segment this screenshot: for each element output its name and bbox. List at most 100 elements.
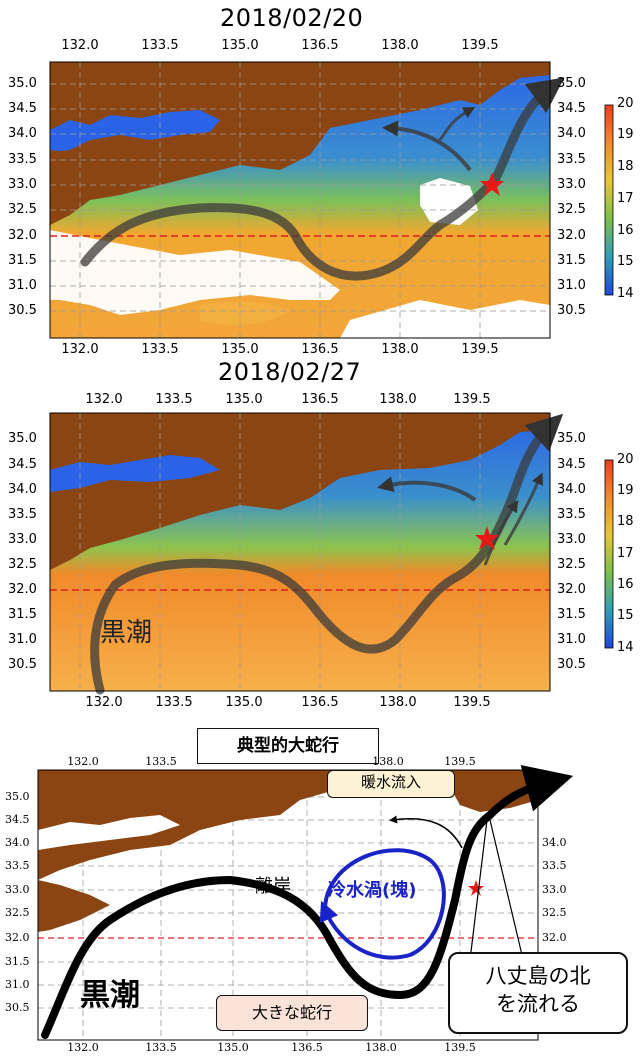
panel2-ytick-left: 34.5 bbox=[8, 457, 37, 472]
panel2-ytick-left: 35.0 bbox=[8, 431, 37, 446]
panel3-ytick-left: 33.0 bbox=[5, 883, 30, 896]
panel2-ytick-left: 34.0 bbox=[8, 482, 37, 497]
panel3-ytick-right: 32.0 bbox=[542, 931, 567, 944]
panel1-xtick-bottom: 132.0 bbox=[61, 342, 99, 357]
colorbar-label: 15 bbox=[617, 608, 634, 623]
panel1-xtick-top: 133.5 bbox=[141, 38, 179, 53]
panel1-xtick-top: 138.0 bbox=[381, 38, 419, 53]
panel1-ytick-right: 33.5 bbox=[557, 152, 586, 167]
panel2-xtick-bottom: 135.0 bbox=[225, 695, 263, 710]
colorbar-label: 17 bbox=[617, 191, 634, 206]
panel3-xtick-bottom: 139.5 bbox=[444, 1041, 476, 1054]
panel3-xtick-bottom: 135.0 bbox=[217, 1041, 249, 1054]
panel2-ytick-right: 33.5 bbox=[557, 507, 586, 522]
panel2-ytick-left: 31.5 bbox=[8, 607, 37, 622]
panel2-ytick-right: 35.0 bbox=[557, 431, 586, 446]
panel1-ytick-left: 33.0 bbox=[8, 177, 37, 192]
big-meander-callout: 大きな蛇行 bbox=[216, 995, 368, 1031]
panel1-ytick-left: 31.0 bbox=[8, 278, 37, 293]
panel2-xtick-top: 135.0 bbox=[225, 392, 263, 407]
panel2-xtick-bottom: 133.5 bbox=[155, 695, 193, 710]
panel3-ytick-left: 34.5 bbox=[5, 813, 30, 826]
panel1-ytick-right: 31.0 bbox=[557, 278, 586, 293]
panel3-ytick-right: 33.0 bbox=[542, 883, 567, 896]
panel3-ytick-left: 32.0 bbox=[5, 931, 30, 944]
panel2-ytick-left: 30.5 bbox=[8, 657, 37, 672]
colorbar-label: 17 bbox=[617, 546, 634, 561]
panel1-ytick-right: 31.5 bbox=[557, 253, 586, 268]
panel2-xtick-bottom: 139.5 bbox=[453, 695, 491, 710]
panel3-ytick-right: 33.5 bbox=[542, 859, 567, 872]
colorbar-label: 19 bbox=[617, 483, 634, 498]
panel3-ytick-left: 32.5 bbox=[5, 906, 30, 919]
panel3-xtick-bottom: 138.0 bbox=[365, 1041, 397, 1054]
panel1-ytick-left: 32.5 bbox=[8, 202, 37, 217]
panel1-xtick-bottom: 135.0 bbox=[221, 342, 259, 357]
panel3-kuroshio-label: 黒潮 bbox=[80, 978, 140, 1013]
colorbar-label: 19 bbox=[617, 127, 634, 142]
panel2-date-title: 2018/02/27 bbox=[218, 358, 362, 386]
panel2-ytick-left: 31.0 bbox=[8, 632, 37, 647]
panel1-xtick-top: 136.5 bbox=[301, 38, 339, 53]
panel2-ytick-right: 31.0 bbox=[557, 632, 586, 647]
panel1-xtick-top: 135.0 bbox=[221, 38, 259, 53]
hachijo-callout: 八丈島の北 を流れる bbox=[448, 952, 628, 1034]
panel2-xtick-bottom: 138.0 bbox=[379, 695, 417, 710]
panel2-ytick-right: 30.5 bbox=[557, 657, 586, 672]
panel2-xtick-top: 139.5 bbox=[453, 392, 491, 407]
panel2-xtick-top: 136.5 bbox=[301, 392, 339, 407]
panel3-ytick-left: 31.0 bbox=[5, 978, 30, 991]
panel3-ytick-left: 35.0 bbox=[5, 790, 30, 803]
panel2-ytick-right: 34.0 bbox=[557, 482, 586, 497]
panel1-date-title: 2018/02/20 bbox=[220, 4, 364, 32]
panel3-ytick-right: 32.5 bbox=[542, 906, 567, 919]
panel1-ytick-right: 32.5 bbox=[557, 202, 586, 217]
colorbar-label: 20 bbox=[617, 96, 634, 111]
panel2-xtick-bottom: 136.5 bbox=[301, 695, 339, 710]
colorbar-label: 14 bbox=[617, 640, 634, 655]
panel3-ytick-left: 31.5 bbox=[5, 955, 30, 968]
colorbar-label: 15 bbox=[617, 254, 634, 269]
panel3-xtick-top: 139.5 bbox=[444, 755, 476, 768]
panel3-xtick-top: 132.0 bbox=[67, 755, 99, 768]
panel3-ytick-left: 33.5 bbox=[5, 859, 30, 872]
panel1-ytick-left: 31.5 bbox=[8, 253, 37, 268]
panel1-ytick-left: 33.5 bbox=[8, 152, 37, 167]
panel1-xtick-bottom: 138.0 bbox=[381, 342, 419, 357]
panel2-ytick-left: 32.0 bbox=[8, 582, 37, 597]
panel1-ytick-right: 34.5 bbox=[557, 101, 586, 116]
panel2-xtick-top: 132.0 bbox=[85, 392, 123, 407]
warm-inflow-callout: 暖水流入 bbox=[327, 770, 455, 798]
colorbar-label: 20 bbox=[617, 452, 634, 467]
panel1-xtick-bottom: 133.5 bbox=[141, 342, 179, 357]
panel3-xtick-bottom: 132.0 bbox=[67, 1041, 99, 1054]
panel1-ytick-right: 32.0 bbox=[557, 228, 586, 243]
colorbar-label: 18 bbox=[617, 514, 634, 529]
panel1-ytick-left: 30.5 bbox=[8, 303, 37, 318]
panel1-ytick-right: 35.0 bbox=[557, 76, 586, 91]
panel3-ytick-right: 34.0 bbox=[542, 836, 567, 849]
panel2-ytick-right: 32.5 bbox=[557, 557, 586, 572]
hachijo-callout-line1: 八丈島の北 bbox=[485, 964, 591, 988]
panel1-ytick-left: 32.0 bbox=[8, 228, 37, 243]
panel2-xtick-bottom: 132.0 bbox=[85, 695, 123, 710]
panel1-ytick-right: 34.0 bbox=[557, 126, 586, 141]
panel2-ytick-right: 34.5 bbox=[557, 457, 586, 472]
panel2-ytick-left: 32.5 bbox=[8, 557, 37, 572]
panel2-ytick-right: 31.5 bbox=[557, 607, 586, 622]
panel3-cold-eddy-label: 冷水渦(塊) bbox=[328, 880, 417, 901]
panel1-ytick-left: 35.0 bbox=[8, 76, 37, 91]
colorbar-label: 18 bbox=[617, 159, 634, 174]
colorbar-label: 16 bbox=[617, 577, 634, 592]
panel1-xtick-bottom: 136.5 bbox=[301, 342, 339, 357]
panel2-xtick-top: 138.0 bbox=[379, 392, 417, 407]
panel1-ytick-right: 33.0 bbox=[557, 177, 586, 192]
panel2-ytick-left: 33.5 bbox=[8, 507, 37, 522]
panel2-ytick-left: 33.0 bbox=[8, 532, 37, 547]
panel3-ytick-left: 34.0 bbox=[5, 836, 30, 849]
panel1-ytick-left: 34.5 bbox=[8, 101, 37, 116]
panel3-xtick-top: 138.0 bbox=[372, 755, 404, 768]
panel2-xtick-top: 133.5 bbox=[155, 392, 193, 407]
colorbar-label: 14 bbox=[617, 286, 634, 301]
panel2-kuroshio-label: 黒潮 bbox=[100, 618, 153, 648]
